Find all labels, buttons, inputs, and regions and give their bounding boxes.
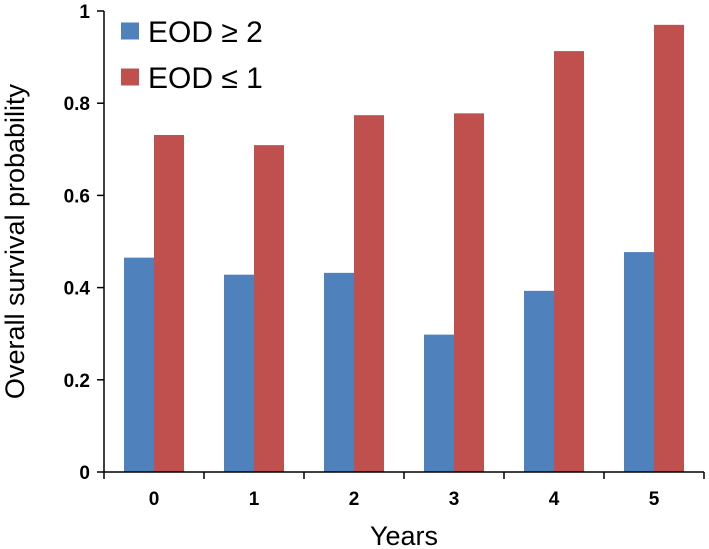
x-tick-label: 5 [649, 489, 660, 510]
x-ticks-group: 0 1 2 3 4 5 [103, 472, 705, 510]
y-tick-label: 0.6 [64, 186, 90, 207]
bar-eod-ge-2-year-5 [624, 252, 654, 472]
x-tick-label: 2 [349, 489, 360, 510]
bar-eod-ge-2-year-4 [524, 290, 554, 472]
y-ticks-group: 0 0.2 0.4 0.6 0.8 1 [64, 2, 104, 484]
legend-label-eod-le-1: EOD ≤ 1 [148, 62, 263, 95]
y-tick-label: 1 [79, 2, 90, 23]
bar-eod-le-1-year-3 [454, 113, 484, 472]
bar-eod-ge-2-year-1 [224, 274, 254, 472]
legend-label-eod-ge-2: EOD ≥ 2 [148, 16, 263, 49]
x-tick-label: 0 [149, 489, 160, 510]
legend-swatch-eod-le-1 [121, 68, 139, 86]
x-tick-label: 3 [449, 489, 460, 510]
bar-eod-le-1-year-1 [254, 145, 284, 472]
y-tick-label: 0 [79, 463, 90, 484]
bars-group [124, 24, 684, 473]
y-tick-label: 0.4 [64, 279, 91, 300]
legend-swatch-eod-ge-2 [121, 22, 139, 40]
bar-eod-le-1-year-2 [354, 115, 384, 472]
y-tick-label: 0.8 [64, 94, 90, 115]
bar-eod-ge-2-year-3 [424, 334, 454, 472]
y-tick-label: 0.2 [64, 371, 90, 392]
bar-eod-le-1-year-5 [654, 24, 684, 473]
x-axis-title: Years [370, 521, 438, 549]
bar-eod-le-1-year-0 [154, 135, 184, 472]
bar-eod-ge-2-year-2 [324, 272, 354, 472]
legend: EOD ≥ 2 EOD ≤ 1 [121, 16, 263, 95]
y-axis-title: Overall survival probability [0, 83, 30, 399]
bar-eod-ge-2-year-0 [124, 257, 154, 472]
bar-eod-le-1-year-4 [554, 51, 584, 473]
x-tick-label: 4 [549, 489, 560, 510]
x-tick-label: 1 [249, 489, 260, 510]
